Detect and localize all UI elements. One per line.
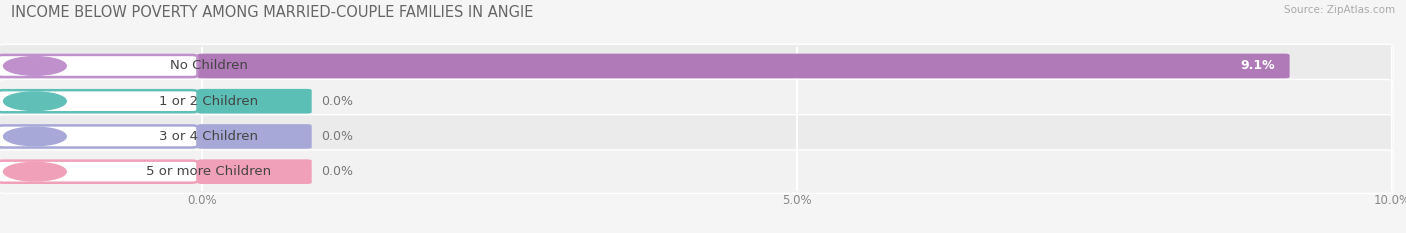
Text: INCOME BELOW POVERTY AMONG MARRIED-COUPLE FAMILIES IN ANGIE: INCOME BELOW POVERTY AMONG MARRIED-COUPL… bbox=[11, 5, 534, 20]
Circle shape bbox=[4, 162, 66, 181]
FancyBboxPatch shape bbox=[0, 125, 197, 147]
Circle shape bbox=[4, 57, 66, 75]
FancyBboxPatch shape bbox=[0, 55, 197, 77]
Text: Source: ZipAtlas.com: Source: ZipAtlas.com bbox=[1284, 5, 1395, 15]
FancyBboxPatch shape bbox=[0, 90, 197, 112]
Text: 0.0%: 0.0% bbox=[321, 130, 353, 143]
FancyBboxPatch shape bbox=[0, 150, 1393, 193]
Text: 3 or 4 Children: 3 or 4 Children bbox=[159, 130, 259, 143]
FancyBboxPatch shape bbox=[197, 159, 312, 184]
FancyBboxPatch shape bbox=[197, 89, 312, 113]
FancyBboxPatch shape bbox=[197, 124, 312, 149]
Text: 0.0%: 0.0% bbox=[321, 165, 353, 178]
Text: 1 or 2 Children: 1 or 2 Children bbox=[159, 95, 259, 108]
FancyBboxPatch shape bbox=[197, 54, 1289, 78]
FancyBboxPatch shape bbox=[0, 115, 1393, 158]
Circle shape bbox=[4, 127, 66, 146]
Text: 9.1%: 9.1% bbox=[1240, 59, 1275, 72]
FancyBboxPatch shape bbox=[0, 44, 1393, 88]
FancyBboxPatch shape bbox=[0, 161, 197, 183]
FancyBboxPatch shape bbox=[0, 79, 1393, 123]
Text: 0.0%: 0.0% bbox=[321, 95, 353, 108]
Text: No Children: No Children bbox=[170, 59, 247, 72]
Circle shape bbox=[4, 92, 66, 110]
Text: 5 or more Children: 5 or more Children bbox=[146, 165, 271, 178]
